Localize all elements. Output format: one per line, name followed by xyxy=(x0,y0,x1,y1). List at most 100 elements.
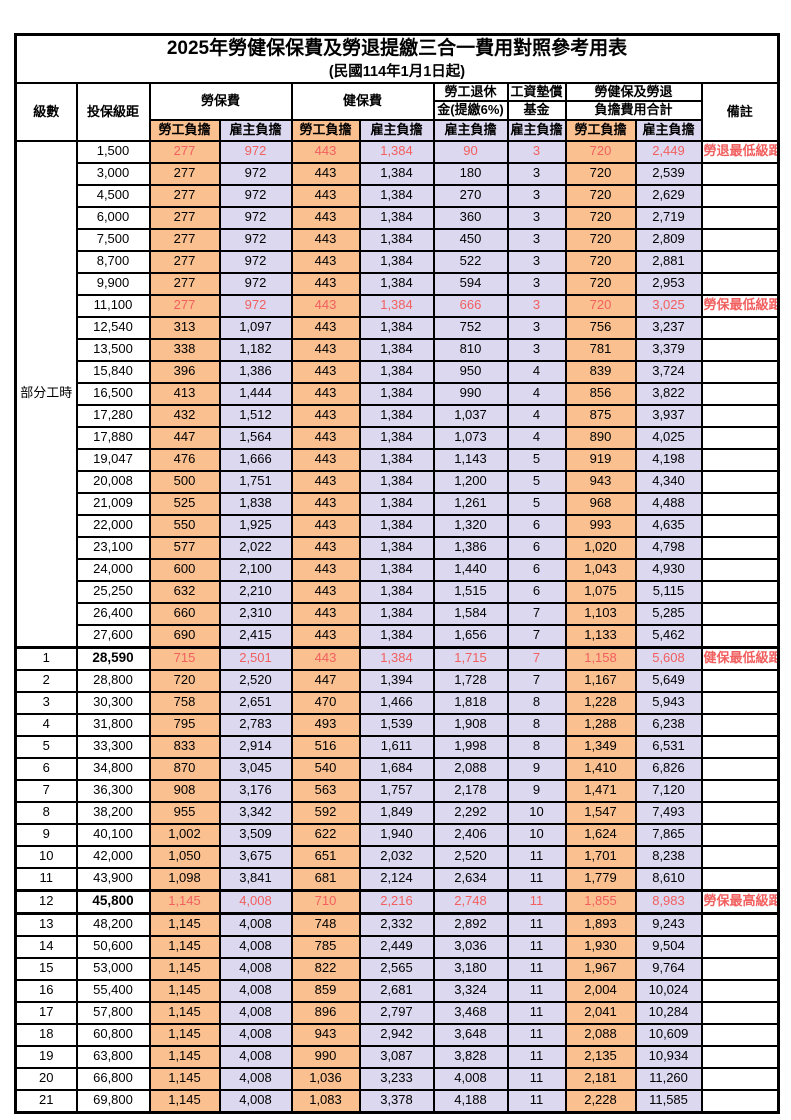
header-health-fee: 健保費 xyxy=(290,82,435,121)
value-cell: 1,145 xyxy=(148,888,221,914)
header-row-2: 金(提繳6%) 基金 負擔費用合計 xyxy=(16,100,779,121)
value-cell: 1,715 xyxy=(432,645,509,671)
value-cell: 10 xyxy=(506,822,567,847)
value-cell: 8 xyxy=(506,734,567,759)
value-cell: 748 xyxy=(290,911,361,937)
value-cell: 2,520 xyxy=(218,668,293,693)
table-row: 16 55,400 1,145 4,008 859 2,681 3,324 11 2,004 10… xyxy=(14,978,780,1003)
level-cell: 15 xyxy=(14,956,78,981)
table-row: 4,500 277 972 443 1,384 270 3 720 2,629 xyxy=(16,183,780,208)
table-row: 4 31,800 795 2,783 493 1,539 1,908 8 1,288 6,238 xyxy=(14,712,780,737)
remark-cell xyxy=(700,934,780,959)
value-cell: 1,384 xyxy=(358,579,435,604)
value-cell: 525 xyxy=(148,491,221,516)
value-cell: 3 xyxy=(506,183,567,208)
bracket-cell: 17,280 xyxy=(75,403,151,428)
value-cell: 11 xyxy=(506,1000,567,1025)
value-cell: 1,043 xyxy=(564,557,637,582)
value-cell: 1,410 xyxy=(564,756,637,781)
value-cell: 2,565 xyxy=(358,956,435,981)
table-row: 25,250 632 2,210 443 1,384 1,515 6 1,075 5,115 xyxy=(16,579,780,604)
value-cell: 11 xyxy=(506,888,567,914)
value-cell: 919 xyxy=(564,447,637,472)
value-cell: 1,098 xyxy=(148,866,221,891)
remark-cell xyxy=(700,469,780,494)
value-cell: 5,115 xyxy=(634,579,703,604)
value-cell: 1,666 xyxy=(218,447,293,472)
bracket-cell: 8,700 xyxy=(75,249,151,274)
value-cell: 5,943 xyxy=(634,690,703,715)
table-row: 17,880 447 1,564 443 1,384 1,073 4 890 4,025 xyxy=(16,425,780,450)
header-total-line1: 勞健保及勞退 xyxy=(564,81,703,103)
value-cell: 4,008 xyxy=(218,1000,293,1025)
header-pension-employer: 雇主負擔 xyxy=(432,118,509,142)
value-cell: 11,585 xyxy=(634,1088,703,1113)
value-cell: 6 xyxy=(506,557,567,582)
value-cell: 11 xyxy=(506,934,567,959)
value-cell: 443 xyxy=(290,315,361,340)
value-cell: 6,826 xyxy=(634,756,703,781)
value-cell: 2,022 xyxy=(218,535,293,560)
table-row: 2 28,800 720 2,520 447 1,394 1,728 7 1,167 5,649 xyxy=(14,668,780,693)
value-cell: 516 xyxy=(290,734,361,759)
value-cell: 4,008 xyxy=(218,956,293,981)
bracket-cell: 33,300 xyxy=(75,734,151,759)
level-cell: 8 xyxy=(14,800,78,825)
value-cell: 413 xyxy=(148,381,221,406)
value-cell: 4,635 xyxy=(634,513,703,538)
value-cell: 540 xyxy=(290,756,361,781)
table-row: 7 36,300 908 3,176 563 1,757 2,178 9 1,471 7,120 xyxy=(14,778,780,803)
value-cell: 1,384 xyxy=(358,315,435,340)
value-cell: 972 xyxy=(218,161,293,186)
value-cell: 443 xyxy=(290,623,361,648)
bracket-cell: 11,100 xyxy=(75,293,151,318)
value-cell: 277 xyxy=(148,293,221,318)
table-row: 部分工時 1,500 277 972 443 1,384 90 3 720 2,449 勞退最低級距 xyxy=(14,139,780,648)
value-cell: 1,728 xyxy=(432,668,509,693)
value-cell: 1,611 xyxy=(358,734,435,759)
value-cell: 270 xyxy=(432,183,509,208)
value-cell: 1,384 xyxy=(358,271,435,296)
value-cell: 3,237 xyxy=(634,315,703,340)
header-wage-fund-line2: 基金 xyxy=(506,100,567,121)
value-cell: 2,310 xyxy=(218,601,293,626)
table-row: 3 30,300 758 2,651 470 1,466 1,818 8 1,228 5,943 xyxy=(14,690,780,715)
bracket-cell: 7,500 xyxy=(75,227,151,252)
value-cell: 1,384 xyxy=(358,645,435,671)
table-row: 21 69,800 1,145 4,008 1,083 3,378 4,188 11 2,228… xyxy=(14,1088,780,1113)
value-cell: 11 xyxy=(506,866,567,891)
value-cell: 1,145 xyxy=(148,978,221,1003)
level-cell: 20 xyxy=(14,1066,78,1091)
value-cell: 1,515 xyxy=(432,579,509,604)
remark-cell xyxy=(700,668,780,693)
value-cell: 2,953 xyxy=(634,271,703,296)
remark-cell xyxy=(700,822,780,847)
value-cell: 3,233 xyxy=(358,1066,435,1091)
value-cell: 277 xyxy=(148,205,221,230)
part-time-label: 部分工時 xyxy=(14,139,78,648)
value-cell: 2,748 xyxy=(432,888,509,914)
value-cell: 1,384 xyxy=(358,161,435,186)
value-cell: 7 xyxy=(506,668,567,693)
value-cell: 720 xyxy=(564,249,637,274)
value-cell: 1,143 xyxy=(432,447,509,472)
value-cell: 2,415 xyxy=(218,623,293,648)
table-row: 6 34,800 870 3,045 540 1,684 2,088 9 1,410 6,826 xyxy=(14,756,780,781)
value-cell: 1,384 xyxy=(358,447,435,472)
value-cell: 443 xyxy=(290,513,361,538)
bracket-cell: 22,000 xyxy=(75,513,151,538)
header-health-employee: 勞工負擔 xyxy=(290,118,361,142)
remark-cell xyxy=(700,1044,780,1069)
value-cell: 1,384 xyxy=(358,337,435,362)
bracket-cell: 17,880 xyxy=(75,425,151,450)
value-cell: 443 xyxy=(290,601,361,626)
bracket-cell: 23,100 xyxy=(75,535,151,560)
value-cell: 4 xyxy=(506,425,567,450)
level-cell: 3 xyxy=(14,690,78,715)
value-cell: 476 xyxy=(148,447,221,472)
value-cell: 3,087 xyxy=(358,1044,435,1069)
bracket-cell: 15,840 xyxy=(75,359,151,384)
value-cell: 1,145 xyxy=(148,1088,221,1113)
value-cell: 4,008 xyxy=(218,1022,293,1047)
